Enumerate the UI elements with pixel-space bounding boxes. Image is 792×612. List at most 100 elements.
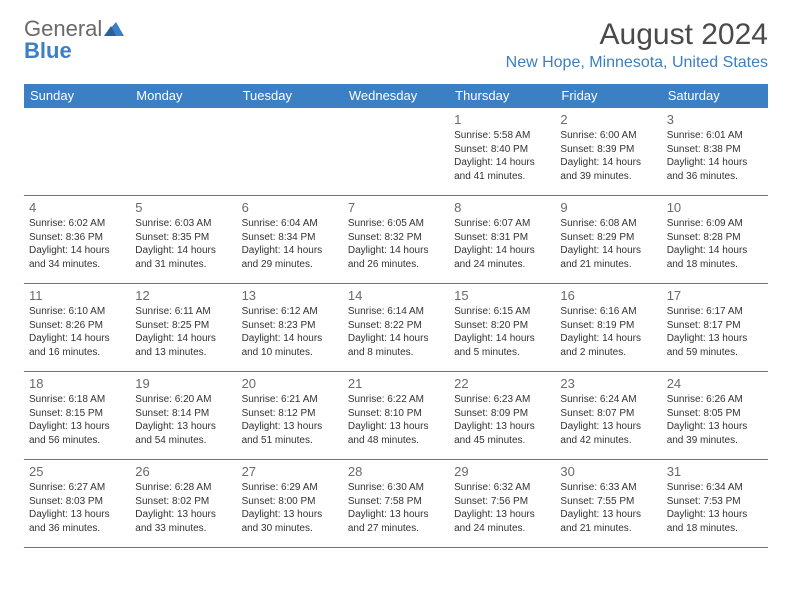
sunset-text: Sunset: 8:40 PM xyxy=(454,143,550,157)
sunset-text: Sunset: 8:38 PM xyxy=(667,143,763,157)
day-info: Sunrise: 6:02 AMSunset: 8:36 PMDaylight:… xyxy=(29,217,125,271)
calendar-week-row: 25Sunrise: 6:27 AMSunset: 8:03 PMDayligh… xyxy=(24,460,768,548)
day-number: 31 xyxy=(667,464,763,479)
sunrise-text: Sunrise: 6:34 AM xyxy=(667,481,763,495)
day-info: Sunrise: 6:24 AMSunset: 8:07 PMDaylight:… xyxy=(560,393,656,447)
sunrise-text: Sunrise: 6:18 AM xyxy=(29,393,125,407)
sunrise-text: Sunrise: 6:15 AM xyxy=(454,305,550,319)
calendar-cell: 28Sunrise: 6:30 AMSunset: 7:58 PMDayligh… xyxy=(343,460,449,548)
logo: GeneralBlue xyxy=(24,18,124,62)
calendar-cell: 29Sunrise: 6:32 AMSunset: 7:56 PMDayligh… xyxy=(449,460,555,548)
day-info: Sunrise: 6:11 AMSunset: 8:25 PMDaylight:… xyxy=(135,305,231,359)
day-number: 25 xyxy=(29,464,125,479)
day-info: Sunrise: 6:14 AMSunset: 8:22 PMDaylight:… xyxy=(348,305,444,359)
sunrise-text: Sunrise: 6:12 AM xyxy=(242,305,338,319)
sunrise-text: Sunrise: 6:02 AM xyxy=(29,217,125,231)
sunrise-text: Sunrise: 6:26 AM xyxy=(667,393,763,407)
day-info: Sunrise: 6:33 AMSunset: 7:55 PMDaylight:… xyxy=(560,481,656,535)
day-info: Sunrise: 6:00 AMSunset: 8:39 PMDaylight:… xyxy=(560,129,656,183)
day-number: 6 xyxy=(242,200,338,215)
day-info: Sunrise: 6:26 AMSunset: 8:05 PMDaylight:… xyxy=(667,393,763,447)
day-info: Sunrise: 6:16 AMSunset: 8:19 PMDaylight:… xyxy=(560,305,656,359)
sunrise-text: Sunrise: 6:30 AM xyxy=(348,481,444,495)
day-number: 1 xyxy=(454,112,550,127)
daylight-text: Daylight: 14 hours and 31 minutes. xyxy=(135,244,231,271)
weekday-header: Friday xyxy=(555,84,661,108)
calendar-cell: 4 Sunrise: 6:02 AMSunset: 8:36 PMDaylight… xyxy=(24,196,130,284)
calendar-cell: 25Sunrise: 6:27 AMSunset: 8:03 PMDayligh… xyxy=(24,460,130,548)
daylight-text: Daylight: 14 hours and 21 minutes. xyxy=(560,244,656,271)
sunset-text: Sunset: 7:55 PM xyxy=(560,495,656,509)
day-info: Sunrise: 6:05 AMSunset: 8:32 PMDaylight:… xyxy=(348,217,444,271)
day-info: Sunrise: 6:03 AMSunset: 8:35 PMDaylight:… xyxy=(135,217,231,271)
calendar-cell: 9Sunrise: 6:08 AMSunset: 8:29 PMDaylight… xyxy=(555,196,661,284)
sunset-text: Sunset: 8:02 PM xyxy=(135,495,231,509)
day-number: 18 xyxy=(29,376,125,391)
sunset-text: Sunset: 8:05 PM xyxy=(667,407,763,421)
calendar-cell: 23 Sunrise: 6:24 AMSunset: 8:07 PMDayligh… xyxy=(555,372,661,460)
sunset-text: Sunset: 8:19 PM xyxy=(560,319,656,333)
calendar-cell: 11Sunrise: 6:10 AMSunset: 8:26 PMDayligh… xyxy=(24,284,130,372)
daylight-text: Daylight: 13 hours and 30 minutes. xyxy=(242,508,338,535)
sunset-text: Sunset: 8:31 PM xyxy=(454,231,550,245)
day-info: Sunrise: 6:34 AMSunset: 7:53 PMDaylight:… xyxy=(667,481,763,535)
calendar-week-row: 18 Sunrise: 6:18 AMSunset: 8:15 PM Dayligh… xyxy=(24,372,768,460)
calendar-cell xyxy=(130,108,236,196)
calendar-cell: 17Sunrise: 6:17 AMSunset: 8:17 PMDayligh… xyxy=(662,284,768,372)
day-number: 12 xyxy=(135,288,231,303)
sunrise-text: Sunrise: 5:58 AM xyxy=(454,129,550,143)
calendar-cell: 15Sunrise: 6:15 AMSunset: 8:20 PMDayligh… xyxy=(449,284,555,372)
day-number: 7 xyxy=(348,200,444,215)
daylight-text: Daylight: 14 hours and 34 minutes. xyxy=(29,244,125,271)
day-number: 16 xyxy=(560,288,656,303)
calendar-cell: 1Sunrise: 5:58 AMSunset: 8:40 PMDaylight… xyxy=(449,108,555,196)
logo-triangle-icon xyxy=(104,18,124,40)
daylight-text: Daylight: 13 hours and 24 minutes. xyxy=(454,508,550,535)
calendar-cell xyxy=(237,108,343,196)
day-number: 4 xyxy=(29,200,125,215)
sunrise-text: Sunrise: 6:10 AM xyxy=(29,305,125,319)
sunset-text: Sunset: 8:15 PM xyxy=(29,407,125,421)
daylight-text: Daylight: 14 hours and 13 minutes. xyxy=(135,332,231,359)
calendar-week-row: 1 Sunrise: 5:58 AMSunset: 8:40 PM Daylight… xyxy=(24,108,768,196)
weekday-header-row: SundayMondayTuesdayWednesdayThursdayFrid… xyxy=(24,84,768,108)
calendar-body: 1 Sunrise: 5:58 AMSunset: 8:40 PM Daylight… xyxy=(24,108,768,548)
calendar-cell: 20Sunrise: 6:21 AMSunset: 8:12 PMDayligh… xyxy=(237,372,343,460)
calendar-cell: 21Sunrise: 6:22 AMSunset: 8:10 PMDayligh… xyxy=(343,372,449,460)
daylight-text: Daylight: 13 hours and 54 minutes. xyxy=(135,420,231,447)
day-info: Sunrise: 6:08 AMSunset: 8:29 PMDaylight:… xyxy=(560,217,656,271)
sunset-text: Sunset: 7:53 PM xyxy=(667,495,763,509)
calendar-week-row: 11Sunrise: 6:10 AMSunset: 8:26 PMDayligh… xyxy=(24,284,768,372)
calendar-cell: 12 Sunrise: 6:11 AMSunset: 8:25 PMDayligh… xyxy=(130,284,236,372)
day-number: 30 xyxy=(560,464,656,479)
sunrise-text: Sunrise: 6:04 AM xyxy=(242,217,338,231)
sunrise-text: Sunrise: 6:17 AM xyxy=(667,305,763,319)
sunrise-text: Sunrise: 6:22 AM xyxy=(348,393,444,407)
day-number: 23 xyxy=(560,376,656,391)
sunset-text: Sunset: 8:26 PM xyxy=(29,319,125,333)
sunset-text: Sunset: 8:09 PM xyxy=(454,407,550,421)
day-number: 13 xyxy=(242,288,338,303)
sunset-text: Sunset: 8:35 PM xyxy=(135,231,231,245)
sunrise-text: Sunrise: 6:24 AM xyxy=(560,393,656,407)
calendar-cell: 31 Sunrise: 6:34 AMSunset: 7:53 PMDayligh… xyxy=(662,460,768,548)
sunrise-text: Sunrise: 6:08 AM xyxy=(560,217,656,231)
calendar-cell: 7 Sunrise: 6:05 AMSunset: 8:32 PMDaylight… xyxy=(343,196,449,284)
sunrise-text: Sunrise: 6:00 AM xyxy=(560,129,656,143)
sunrise-text: Sunrise: 6:27 AM xyxy=(29,481,125,495)
sunset-text: Sunset: 8:32 PM xyxy=(348,231,444,245)
sunrise-text: Sunrise: 6:20 AM xyxy=(135,393,231,407)
calendar-cell: 19Sunrise: 6:20 AMSunset: 8:14 PMDayligh… xyxy=(130,372,236,460)
daylight-text: Daylight: 14 hours and 2 minutes. xyxy=(560,332,656,359)
day-number: 20 xyxy=(242,376,338,391)
daylight-text: Daylight: 14 hours and 36 minutes. xyxy=(667,156,763,183)
sunrise-text: Sunrise: 6:32 AM xyxy=(454,481,550,495)
weekday-header: Monday xyxy=(130,84,236,108)
day-info: Sunrise: 6:07 AMSunset: 8:31 PMDaylight:… xyxy=(454,217,550,271)
daylight-text: Daylight: 13 hours and 27 minutes. xyxy=(348,508,444,535)
sunrise-text: Sunrise: 6:29 AM xyxy=(242,481,338,495)
calendar-head: SundayMondayTuesdayWednesdayThursdayFrid… xyxy=(24,84,768,108)
calendar-cell xyxy=(24,108,130,196)
daylight-text: Daylight: 13 hours and 48 minutes. xyxy=(348,420,444,447)
day-number: 27 xyxy=(242,464,338,479)
